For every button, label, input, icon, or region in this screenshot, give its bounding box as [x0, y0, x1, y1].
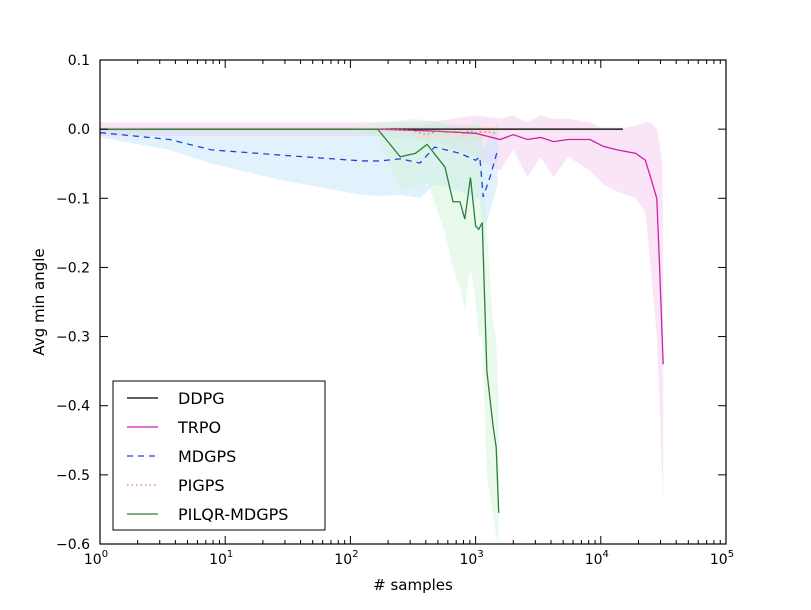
y-tick-label: −0.2 — [56, 260, 90, 276]
x-tick-label: 104 — [585, 549, 609, 568]
mdgps-band — [100, 122, 498, 233]
pilqr-mdgps-band — [100, 115, 499, 545]
legend-label-pigps: PIGPS — [178, 476, 225, 495]
plot-frame — [99, 59, 727, 545]
legend: DDPG TRPO MDGPS PIGPS PILQR-MDGPS — [112, 380, 326, 531]
x-tick-label: 101 — [209, 549, 233, 568]
y-tick-label: −0.1 — [56, 191, 90, 207]
y-tick-label: −0.5 — [56, 468, 90, 484]
x-tick-label: 102 — [334, 549, 358, 568]
mdgps-line — [99, 131, 499, 198]
x-tick-exponent: 2 — [352, 549, 358, 560]
legend-label-pilqr-mdgps: PILQR-MDGPS — [178, 505, 288, 524]
x-tick-label: 103 — [459, 549, 483, 568]
x-tick-exponent: 1 — [227, 549, 233, 560]
y-axis-label: Avg min angle — [30, 248, 48, 355]
x-tick-exponent: 3 — [477, 549, 483, 560]
y-tick-label: 0.1 — [68, 53, 90, 69]
y-tick-label: −0.6 — [56, 537, 90, 553]
x-tick-label: 105 — [710, 549, 734, 568]
y-tick-label: −0.3 — [56, 330, 90, 346]
x-tick-exponent: 5 — [728, 549, 734, 560]
x-tick-exponent: 0 — [102, 549, 108, 560]
trpo-band — [100, 115, 664, 503]
legend-label-trpo: TRPO — [177, 418, 221, 437]
series-lines — [99, 128, 664, 513]
legend-label-ddpg: DDPG — [178, 389, 225, 408]
legend-box — [112, 380, 326, 531]
x-tick-exponent: 4 — [603, 549, 609, 560]
y-tick-label: 0.0 — [68, 122, 90, 138]
pilqr-mdgps-line — [100, 128, 500, 513]
y-tick-label: −0.4 — [56, 399, 90, 415]
legend-label-mdgps: MDGPS — [178, 447, 236, 466]
x-axis-ticks: 100 101 102 103 104 105 — [84, 60, 734, 568]
x-axis-label: # samples — [373, 576, 453, 594]
y-axis-ticks: 0.1 0.0 −0.1 −0.2 −0.3 −0.4 −0.5 −0.6 — [56, 53, 726, 553]
pigps-line — [100, 128, 498, 136]
